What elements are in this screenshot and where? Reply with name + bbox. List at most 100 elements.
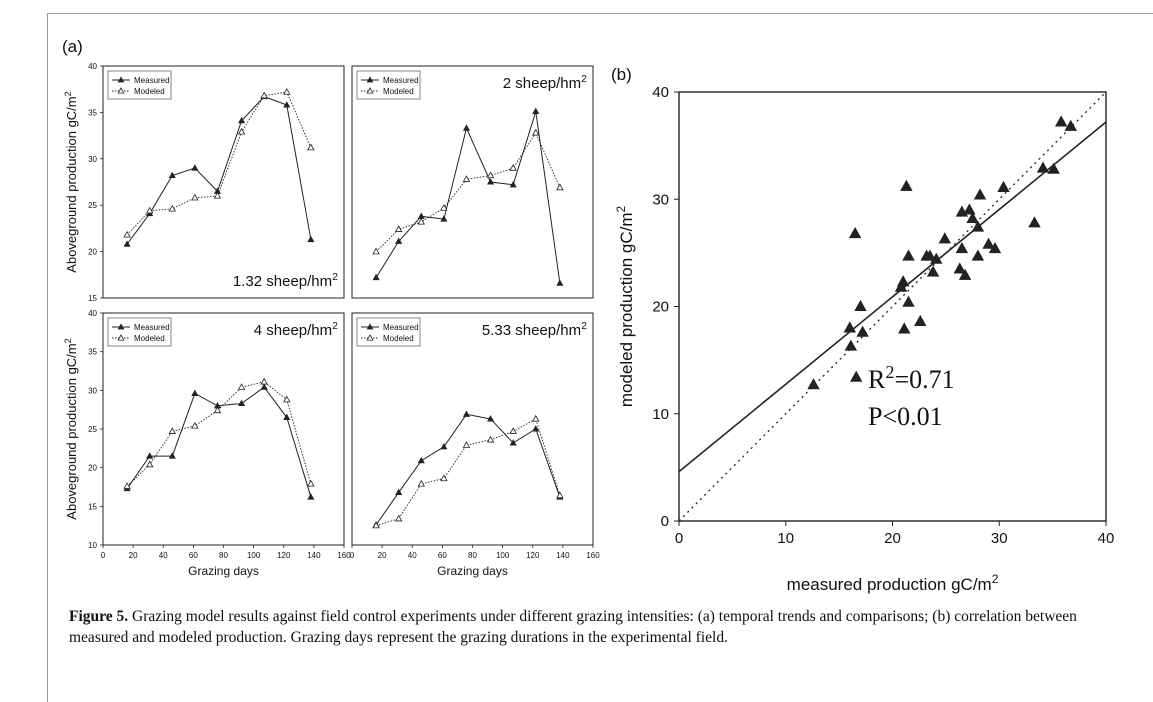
panel1-legend-marker-modeled (117, 87, 125, 94)
scatter-point (973, 188, 987, 200)
panel4-point-modeled (509, 427, 517, 434)
panel2-point-modeled (440, 203, 448, 211)
panel2-legend-label-modeled: Modeled (383, 87, 414, 96)
panel2-series-line-modeled (375, 131, 561, 252)
panel3-xtick-label: 20 (129, 551, 138, 560)
panel3-xtick-label: 120 (277, 551, 291, 560)
scatter-point (902, 249, 915, 261)
panel2-point-modeled (486, 171, 495, 179)
panel1-point-modeled (260, 91, 268, 99)
panel1-point-modeled (191, 193, 199, 201)
panel3-ytick-label: 35 (88, 348, 97, 357)
scatter-point (848, 226, 862, 239)
panel2-point-modeled (556, 183, 564, 191)
page-frame-top (47, 13, 1153, 14)
page-frame-left (47, 13, 48, 702)
panel1-point-modeled (213, 191, 222, 199)
scatter-xtick-label: 40 (1098, 530, 1115, 547)
scatter-y-axis-title: modeled production gC/m2 (614, 205, 636, 407)
scatter-point (955, 241, 969, 254)
panel3-point-modeled (213, 406, 222, 414)
panel3-ytick-label: 30 (88, 386, 97, 395)
panel3-point-modeled (237, 383, 246, 390)
panel1-point-modeled (145, 206, 154, 214)
panel1-point-modeled (283, 87, 291, 95)
panel3-intensity-annotation: 4 sheep/hm2 (254, 320, 338, 339)
panel3-xtick-label: 140 (307, 551, 321, 560)
scatter-point (854, 299, 867, 312)
panel3-point-modeled (191, 421, 199, 429)
panel1-ytick-label: 30 (88, 155, 97, 164)
panel3-point-measured (146, 452, 154, 459)
panel4-xtick-label: 160 (586, 551, 600, 560)
panel4-xtick-label: 0 (350, 551, 355, 560)
scatter-point (963, 203, 976, 215)
panel1-legend-label-measured: Measured (134, 76, 170, 85)
scatter-point (844, 339, 858, 351)
scatter-ytick-label: 40 (652, 84, 669, 101)
scatter-xtick-label: 30 (991, 530, 1008, 547)
scatter-ytick-label: 30 (652, 191, 669, 208)
panel3-point-measured (307, 493, 315, 500)
panel2-point-modeled (394, 225, 403, 232)
panel2-point-measured (440, 215, 448, 222)
panel1-ytick-label: 15 (88, 294, 97, 303)
panel2-point-measured (556, 279, 564, 286)
scatter-point (902, 295, 915, 307)
panel3-xtick-label: 0 (101, 551, 106, 560)
panel1-intensity-annotation: 1.32 sheep/hm2 (233, 271, 338, 290)
scatter-xtick-label: 20 (884, 530, 901, 547)
scatter-point (930, 252, 943, 264)
panel2-point-measured (372, 273, 380, 281)
panel3-legend-marker-modeled (117, 334, 125, 341)
panel1-point-modeled (123, 230, 131, 238)
scatter-point (966, 211, 979, 224)
scatter-point (900, 179, 913, 191)
scatter-point (1054, 115, 1068, 127)
panel3-legend-label-modeled: Modeled (134, 334, 165, 343)
panel3-point-modeled (260, 377, 268, 385)
panel3-legend-box (107, 317, 172, 347)
panel-a-label: (a) (62, 37, 83, 56)
panel4-point-modeled (556, 491, 564, 499)
scatter-point (898, 322, 911, 334)
panel2-point-measured (417, 212, 425, 219)
panel4-plot-frame (351, 312, 594, 546)
panel2-legend-marker-measured (366, 76, 374, 83)
panel4-point-modeled (394, 514, 403, 522)
panel1-point-modeled (168, 204, 177, 212)
panel4-legend-label-modeled: Modeled (383, 334, 414, 343)
panel4-xtick-label: 60 (438, 551, 447, 560)
panel3-x-axis-title: Grazing days (188, 564, 259, 578)
panel4-point-measured (487, 415, 495, 422)
panel1-ytick-label: 40 (88, 62, 97, 71)
panel2-point-measured (509, 180, 517, 188)
scatter-point (997, 180, 1010, 192)
panel1-series-line-measured (126, 96, 312, 245)
panel4-xtick-label: 20 (378, 551, 387, 560)
panel3-point-modeled (307, 479, 315, 487)
scatter-point (856, 325, 869, 337)
panel3-ytick-label: 15 (88, 502, 97, 511)
panel1-ytick-label: 25 (88, 201, 97, 210)
panel4-legend-label-measured: Measured (383, 323, 419, 332)
scatter-point (914, 314, 927, 327)
panel3-point-measured (191, 389, 199, 396)
scatter-point (807, 378, 820, 390)
scatter-point (1064, 119, 1077, 131)
panel3-ytick-label: 25 (88, 425, 97, 434)
panel2-series-line-measured (375, 111, 561, 284)
scatter-x-axis-title: measured production gC/m2 (787, 572, 999, 594)
panel1-legend-marker-measured (117, 76, 125, 83)
panel3-ytick-label: 10 (88, 541, 97, 550)
panel2-point-modeled (532, 128, 540, 136)
panel3-legend-marker-measured (117, 323, 125, 330)
scatter-ytick-label: 20 (652, 299, 669, 316)
scatter-xtick-label: 0 (675, 530, 683, 547)
panel4-point-modeled (440, 474, 448, 482)
panel4-point-modeled (462, 441, 471, 448)
panel3-plot-frame (102, 312, 345, 546)
scatter-point (849, 370, 863, 382)
panel3-legend-label-measured: Measured (134, 323, 170, 332)
panel2-point-modeled (372, 247, 380, 255)
